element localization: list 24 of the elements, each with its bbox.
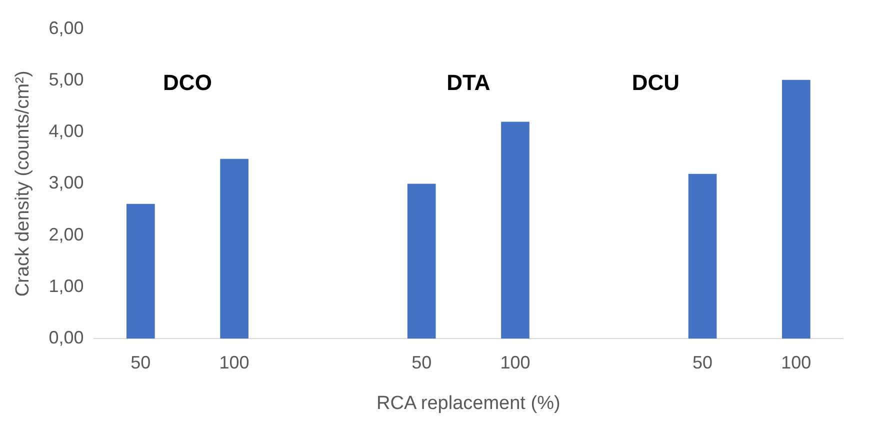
y-tick-label: 6,00 (48, 18, 84, 38)
annotation: DCO (163, 70, 212, 95)
annotation: DTA (446, 70, 490, 95)
y-tick-label: 3,00 (48, 172, 84, 193)
y-tick-label: 2,00 (48, 224, 84, 244)
bar (220, 158, 248, 339)
y-tick-label: 0,00 (48, 328, 84, 348)
bar (688, 174, 717, 339)
y-axis-title: Crack density (counts/cm²) (12, 70, 34, 297)
y-tick-label: 4,00 (48, 121, 84, 142)
x-tick-label: 50 (412, 352, 432, 372)
annotation: DCU (632, 70, 680, 95)
x-axis-title: RCA replacement (%) (376, 392, 560, 414)
x-tick-label: 50 (130, 352, 151, 372)
bar (407, 184, 436, 339)
x-tick-label: 100 (500, 352, 530, 372)
y-tick-label: 5,00 (48, 69, 84, 90)
x-tick-label: 50 (692, 352, 713, 372)
x-tick-label: 100 (219, 352, 250, 372)
bar (782, 80, 810, 339)
y-tick-label: 1,00 (48, 276, 84, 296)
bar (126, 204, 155, 339)
bar (501, 122, 530, 339)
x-tick-label: 100 (781, 352, 812, 372)
